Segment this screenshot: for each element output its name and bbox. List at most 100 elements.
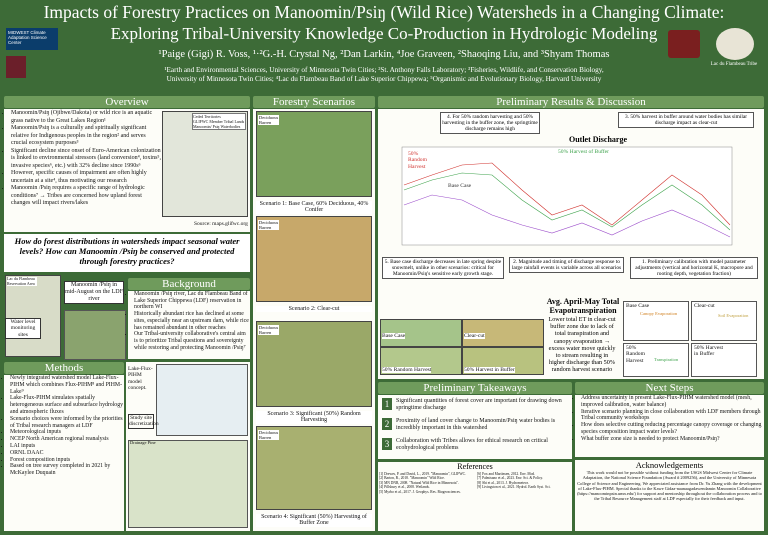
logo-umn — [668, 30, 700, 58]
scenario-legend: Deciduous Barren — [258, 430, 280, 440]
list-item: However, specific causes of impairment a… — [11, 170, 161, 185]
rice-photo — [64, 310, 126, 360]
list-item: Newly integrated watershed model Lake-Fl… — [10, 375, 124, 395]
scenario-caption: Scenario 3: Significant (50%) Random Har… — [256, 411, 372, 424]
fig3-label: Drainage Pine — [130, 440, 156, 445]
list-item: How does selective cutting reducing perc… — [581, 422, 764, 436]
small-label: Clear-cut — [694, 303, 715, 309]
legend-item: Barren — [259, 225, 272, 230]
map-source: Source: maps.glifwc.org — [194, 221, 248, 227]
small-label: 50% Harvest in Buffer — [694, 345, 724, 358]
list-item: Scenario choices were informed by the pr… — [10, 416, 124, 430]
series-label: 50% Random Harvest — [408, 151, 427, 170]
list-item: What buffer zone size is needed to prote… — [581, 436, 764, 443]
references-title: References — [457, 462, 493, 471]
fig2-caption: Study site discretization — [128, 414, 159, 429]
methods-figures: Lake-Flux-PIHM model concept. Study site… — [126, 362, 250, 531]
list-item: NCEP North American regional reanalysis — [10, 436, 124, 443]
section-header: Overview — [4, 96, 250, 108]
list-item: Iterative scenario planning in close col… — [581, 409, 764, 423]
site-map-label: Lac du Flambeau Reservation Area — [7, 276, 37, 286]
list-item: ¹Earth and Environmental Sciences, Unive… — [164, 66, 604, 74]
list-item: Manoomin /Psiŋ requires a specific range… — [11, 185, 161, 208]
legend-item: Canopy Evaporation — [640, 311, 678, 316]
takeaway-text: Proximity of land cover change to Manoom… — [396, 418, 556, 431]
overview-body: Manoomin/Psiŋ (Ojibwe/Dakota) or wild ri… — [4, 109, 250, 232]
subtitle: Exploring Tribal-University Knowledge Co… — [110, 24, 658, 43]
list-item: [9] Livingston et al., 2021. Hydrol. Ear… — [477, 485, 551, 490]
fig-caption: Lake-Flux-PIHM model concept. — [128, 366, 153, 392]
section-header: Next Steps — [575, 382, 764, 394]
ack-title: Acknowledgements — [635, 460, 704, 470]
small-label: 50% Random Harvest — [626, 345, 645, 364]
ack-text: This work would not be possible without … — [577, 470, 762, 502]
affiliations: ¹Earth and Environmental Sciences, Unive… — [0, 66, 768, 84]
list-item: Manoomin/Psiŋ is a culturally and spirit… — [11, 125, 161, 148]
scenario-legend: Deciduous Barren — [258, 325, 280, 335]
list-item: Historically abundant rice has declined … — [134, 311, 250, 331]
takeaways-body: 1 Significant quantities of forest cover … — [378, 395, 572, 459]
small-chart — [691, 301, 757, 341]
legend-item: Soil Evaporation — [718, 313, 749, 318]
takeaway-number: 3 — [382, 438, 392, 450]
series-label: 50% Harvest of Buffer — [558, 149, 610, 155]
list-item: Significant decline since onset of Euro-… — [11, 148, 161, 171]
small-label: Base Case — [626, 303, 650, 309]
logo-left: MIDWEST Climate Adaptation Science Cente… — [6, 28, 58, 50]
list-item: Manoomin /Psiŋ river, Lac du Flambeau Ba… — [134, 291, 250, 311]
list-item: Lake-Flux-PIHM simulates spatially heter… — [10, 395, 124, 415]
scenario-caption: Scenario 1: Base Case, 60% Deciduous, 40… — [256, 201, 372, 214]
takeaway-number: 1 — [382, 398, 392, 410]
list-item: [8] Shi et al., 2013. J. Hydrometeor. — [477, 480, 529, 485]
methods-list: Newly integrated watershed model Lake-Fl… — [4, 375, 124, 477]
authors: ¹Paige (Gigi) R. Voss, ¹·²G.-H. Crystal … — [158, 49, 610, 60]
chart-title: Outlet Discharge — [569, 135, 627, 144]
callout: 2. Magnitude and timing of discharge res… — [509, 257, 624, 273]
section-header: Preliminary Results & Discussion — [378, 96, 764, 108]
list-item: [4] Pillsbury et al., 2008. Wetlands. — [379, 485, 430, 490]
nextsteps-list: Address uncertainty in present Lake-Flux… — [575, 395, 764, 443]
section-header: Forestry Scenarios — [253, 96, 375, 108]
photo-caption: Manoomin /Psiŋ in mid-August on the LDF … — [64, 281, 124, 304]
legend-item: Barren — [259, 435, 272, 440]
series-label: Base Case — [448, 183, 472, 189]
mesh-figure — [128, 440, 248, 528]
scenario-map — [256, 321, 372, 407]
section-header: Background — [128, 278, 250, 290]
list-item: Our Tribal-university collaborative's ce… — [134, 331, 250, 351]
callout: 4. For 50% random harvesting and 50% har… — [440, 112, 540, 134]
results-body: 4. For 50% random harvesting and 50% har… — [378, 109, 764, 379]
takeaway-text: Collaboration with Tribes allows for eth… — [396, 438, 548, 451]
legend-item: Deciduous — [259, 430, 279, 435]
scenario-caption: Scenario 2: Clear-cut — [256, 306, 372, 313]
list-item: Based on tree survey completed in 2021 b… — [10, 463, 124, 477]
et-callout: Lower total ET in clear-cut buffer zone … — [548, 316, 616, 374]
logo-usgs — [6, 56, 26, 78]
list-item: Manoomin/ Psiŋ Waterbodies — [193, 124, 241, 129]
list-item: GLIFWC Member Tribal Lands — [193, 119, 245, 124]
scenario-legend: Deciduous Barren — [258, 220, 280, 230]
discharge-chart — [401, 146, 733, 246]
sites-label: Water level monitoring sites — [5, 318, 41, 340]
scenario-map — [256, 216, 372, 302]
section-header: Methods — [4, 362, 124, 374]
acknowledgements: Acknowledgements This work would not be … — [575, 460, 764, 531]
et-label: Base Case — [382, 333, 406, 340]
map-legend: Ceded Territories GLIFWC Member Tribal La… — [192, 113, 246, 130]
list-item: ORNL DAAC — [10, 450, 124, 457]
legend-item: Barren — [259, 330, 272, 335]
site-map — [5, 275, 61, 357]
scenario-caption: Scenario 4: Significant (50%) Harvesting… — [256, 514, 372, 527]
et-label: Clear-cut — [464, 333, 485, 340]
scenario-map — [256, 111, 372, 197]
logo-ldf — [716, 28, 754, 60]
section-header: Preliminary Takeaways — [378, 382, 572, 394]
nextsteps-body: Address uncertainty in present Lake-Flux… — [575, 395, 764, 457]
list-item: [6] Fox and Martinsen, 2012. Env. Mod. — [477, 472, 536, 476]
list-item: [3] MN DNR, 2008. "Natural Wild Rice in … — [379, 480, 459, 485]
list-item: Address uncertainty in present Lake-Flux… — [581, 395, 764, 409]
small-chart — [623, 301, 689, 341]
legend-item: Deciduous — [259, 325, 279, 330]
scenario-map — [256, 426, 372, 510]
